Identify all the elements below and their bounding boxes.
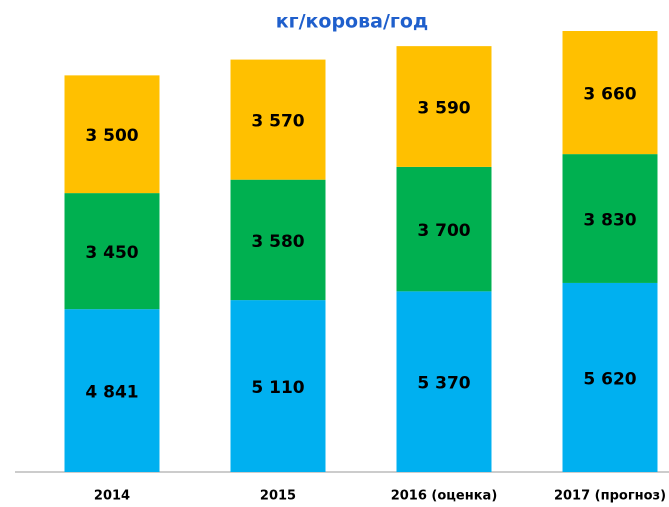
bar-segment — [562, 282, 658, 472]
chart-title: кг/корова/год — [276, 11, 428, 33]
bar-segment — [64, 309, 160, 472]
x-tick-label: 2014 — [94, 489, 130, 504]
bar-segment — [562, 31, 658, 155]
bar-segment — [396, 166, 492, 292]
x-tick-label: 2015 — [260, 489, 296, 504]
value-label: 5 620 — [583, 369, 636, 389]
value-label: 3 700 — [417, 221, 470, 241]
value-label: 3 830 — [583, 211, 636, 231]
bar-segment — [230, 59, 326, 180]
bar-segment — [230, 300, 326, 472]
value-label: 5 110 — [251, 378, 304, 398]
value-label: 3 660 — [583, 85, 636, 105]
value-label: 3 580 — [251, 232, 304, 252]
bar-segment — [230, 179, 326, 301]
value-label: 3 570 — [251, 112, 304, 132]
value-label: 3 590 — [417, 99, 470, 119]
bar-segment — [64, 193, 160, 310]
value-label: 3 500 — [85, 126, 138, 146]
x-tick-label: 2016 (оценка) — [391, 489, 498, 504]
bar-segment — [396, 291, 492, 472]
value-label: 4 841 — [85, 383, 138, 403]
value-label: 3 450 — [85, 243, 138, 263]
bar-segment — [562, 154, 658, 283]
x-tick-label: 2017 (прогноз) — [554, 489, 666, 504]
value-label: 5 370 — [417, 374, 470, 394]
bar-segment — [396, 46, 492, 167]
bar-segment — [64, 75, 160, 194]
